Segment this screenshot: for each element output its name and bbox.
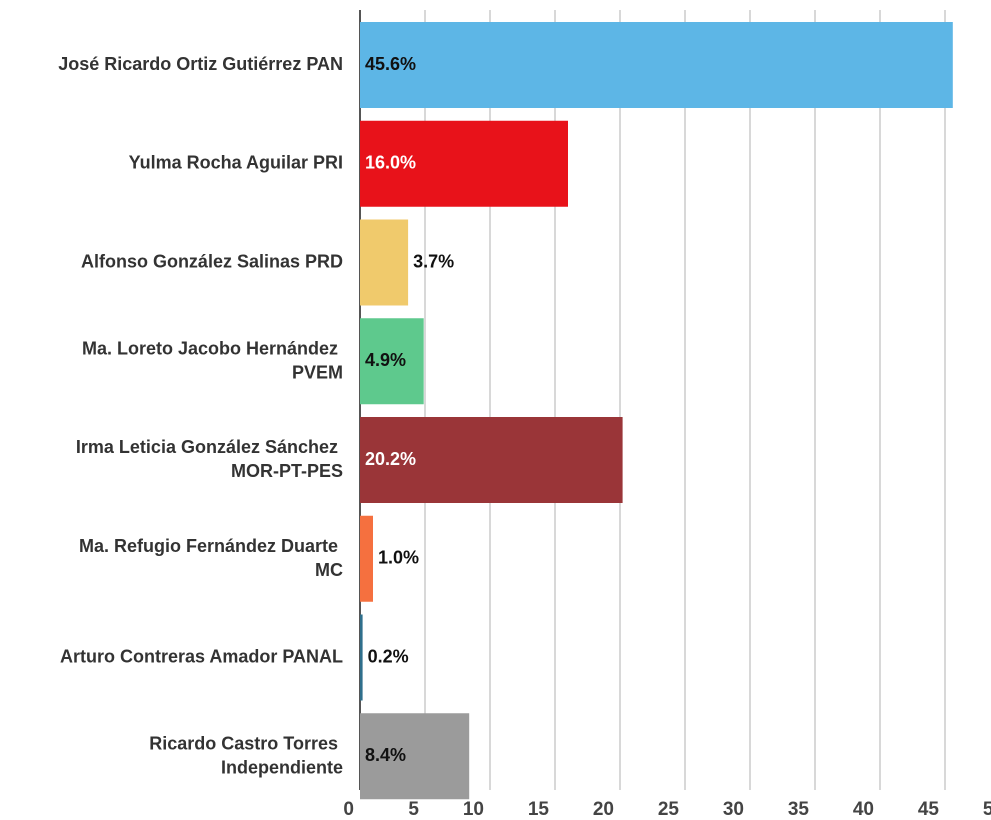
category-label: José Ricardo Ortiz Gutiérrez PAN bbox=[58, 54, 343, 74]
value-label: 20.2% bbox=[365, 449, 416, 469]
bar bbox=[360, 614, 363, 701]
category-label: Ma. Loreto Jacobo Hernández PVEM bbox=[82, 338, 343, 382]
x-tick-label: 15 bbox=[528, 799, 550, 820]
bar bbox=[360, 120, 568, 207]
bar bbox=[360, 219, 409, 306]
x-tick-label: 50 bbox=[983, 799, 991, 820]
bar bbox=[360, 318, 424, 405]
category-label: Ricardo Castro Torres Independiente bbox=[149, 733, 343, 777]
value-label: 4.9% bbox=[365, 350, 406, 370]
value-label: 16.0% bbox=[365, 153, 416, 173]
x-tick-label: 0 bbox=[343, 799, 354, 820]
x-tick-label: 40 bbox=[853, 799, 874, 820]
category-label: Ma. Refugio Fernández Duarte MC bbox=[79, 536, 343, 580]
category-label: Alfonso González Salinas PRD bbox=[81, 251, 343, 271]
bar bbox=[360, 417, 623, 503]
value-label: 1.0% bbox=[378, 548, 419, 568]
category-label: Yulma Rocha Aguilar PRI bbox=[129, 153, 343, 173]
bar bbox=[360, 22, 953, 108]
category-label: Irma Leticia González Sánchez MOR-PT-PES bbox=[76, 437, 343, 481]
x-tick-label: 35 bbox=[788, 799, 810, 820]
bar bbox=[360, 515, 373, 602]
value-label: 0.2% bbox=[368, 646, 409, 666]
x-tick-label: 45 bbox=[918, 799, 940, 820]
bar bbox=[360, 713, 470, 800]
x-tick-label: 25 bbox=[658, 799, 680, 820]
value-label: 8.4% bbox=[365, 745, 406, 765]
x-tick-label: 20 bbox=[593, 799, 614, 820]
value-label: 45.6% bbox=[365, 54, 416, 74]
category-label: Arturo Contreras Amador PANAL bbox=[60, 646, 343, 666]
x-tick-label: 5 bbox=[408, 799, 419, 820]
value-label: 3.7% bbox=[413, 251, 454, 271]
x-tick-label: 30 bbox=[723, 799, 744, 820]
x-tick-label: 10 bbox=[463, 799, 484, 820]
